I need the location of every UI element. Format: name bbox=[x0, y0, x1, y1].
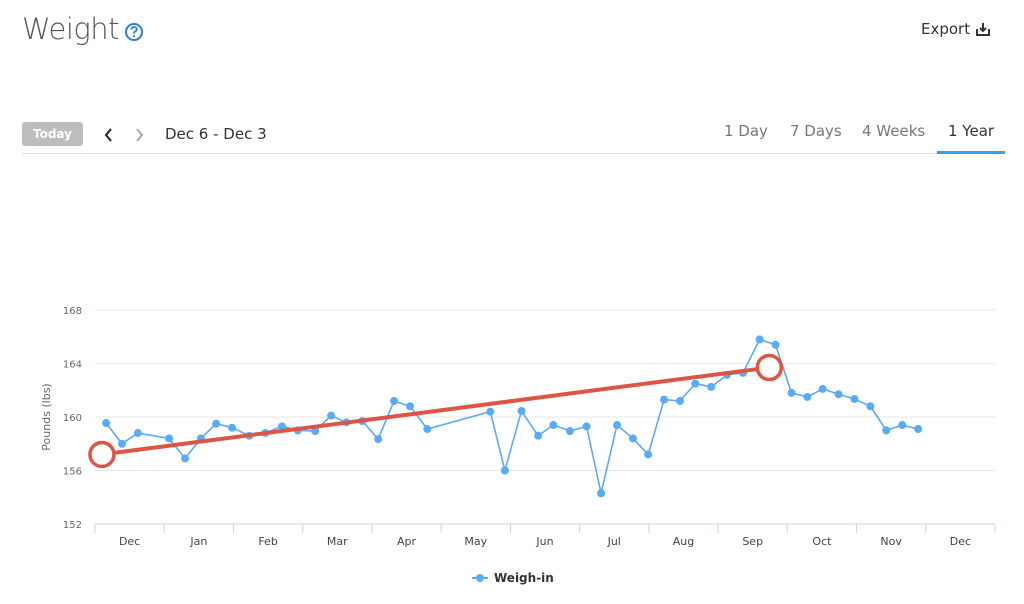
data-point bbox=[549, 421, 558, 430]
data-point bbox=[644, 450, 653, 459]
data-point bbox=[866, 402, 875, 411]
data-point bbox=[755, 335, 764, 344]
x-tick-label: Jan bbox=[189, 535, 207, 548]
x-tick-label: Aug bbox=[673, 535, 694, 548]
data-point bbox=[565, 427, 574, 436]
data-point bbox=[500, 466, 509, 475]
data-point bbox=[423, 425, 432, 434]
range-tab[interactable]: 4 Weeks bbox=[862, 122, 926, 140]
data-point bbox=[133, 429, 142, 438]
y-tick-label: 156 bbox=[63, 467, 82, 478]
data-point bbox=[374, 435, 383, 444]
data-point bbox=[181, 454, 189, 463]
data-point bbox=[212, 419, 221, 428]
y-tick-label: 164 bbox=[63, 360, 82, 371]
data-point bbox=[390, 396, 399, 405]
export-button[interactable]: Export bbox=[921, 20, 971, 38]
help-icon[interactable] bbox=[124, 22, 144, 42]
y-tick-label: 152 bbox=[63, 520, 82, 531]
data-point bbox=[628, 434, 637, 443]
x-tick-label: Dec bbox=[950, 535, 971, 548]
data-point bbox=[691, 379, 700, 388]
x-tick-label: Jul bbox=[607, 535, 621, 548]
data-point bbox=[834, 390, 843, 399]
data-point bbox=[898, 421, 907, 430]
data-point bbox=[486, 407, 495, 416]
trend-line bbox=[101, 365, 770, 457]
range-tab[interactable]: 1 Day bbox=[724, 122, 768, 140]
today-button[interactable]: Today bbox=[22, 122, 83, 146]
date-range: Dec 6 - Dec 3 bbox=[165, 125, 267, 143]
data-point bbox=[660, 395, 669, 404]
data-point bbox=[787, 388, 796, 397]
range-tab[interactable]: 1 Year bbox=[948, 122, 995, 140]
data-point bbox=[102, 419, 111, 428]
data-point bbox=[118, 439, 126, 448]
y-tick-label: 168 bbox=[63, 306, 82, 317]
data-point bbox=[850, 394, 859, 403]
data-point bbox=[803, 392, 812, 401]
page-title: Weight bbox=[22, 12, 120, 46]
data-point bbox=[311, 427, 320, 436]
trend-endpoint bbox=[755, 353, 784, 382]
x-tick-label: Mar bbox=[327, 535, 348, 548]
data-point bbox=[406, 402, 414, 411]
data-point bbox=[534, 431, 543, 440]
x-tick-label: Oct bbox=[812, 535, 832, 548]
export-icon[interactable] bbox=[975, 21, 991, 37]
x-tick-label: Apr bbox=[397, 535, 417, 548]
x-tick-label: Sep bbox=[742, 535, 763, 548]
y-tick-label: 160 bbox=[63, 413, 82, 424]
data-point bbox=[707, 382, 716, 391]
data-point bbox=[228, 423, 237, 432]
data-point bbox=[582, 422, 591, 431]
data-point bbox=[597, 489, 606, 498]
data-point bbox=[165, 434, 174, 443]
legend-marker bbox=[476, 574, 484, 582]
legend-label: Weigh-in bbox=[494, 571, 554, 585]
active-tab-underline bbox=[937, 151, 1005, 154]
data-point bbox=[613, 421, 621, 430]
x-tick-label: Jun bbox=[535, 535, 553, 548]
data-point bbox=[327, 411, 336, 420]
trend-endpoint bbox=[88, 440, 116, 469]
data-point bbox=[882, 426, 891, 435]
data-point bbox=[676, 396, 684, 405]
data-point bbox=[771, 340, 780, 349]
data-point bbox=[914, 425, 923, 434]
toolbar-rule bbox=[22, 153, 1005, 154]
nav-arrows[interactable] bbox=[100, 126, 150, 144]
x-tick-label: Nov bbox=[880, 535, 902, 548]
range-tab[interactable]: 7 Days bbox=[790, 122, 842, 140]
x-tick-label: May bbox=[464, 535, 487, 548]
y-axis-label: Pounds (lbs) bbox=[40, 383, 53, 450]
data-point bbox=[517, 406, 526, 415]
data-point bbox=[818, 384, 827, 393]
x-tick-label: Dec bbox=[119, 535, 140, 548]
x-tick-label: Feb bbox=[258, 535, 277, 548]
data-point bbox=[277, 422, 286, 431]
